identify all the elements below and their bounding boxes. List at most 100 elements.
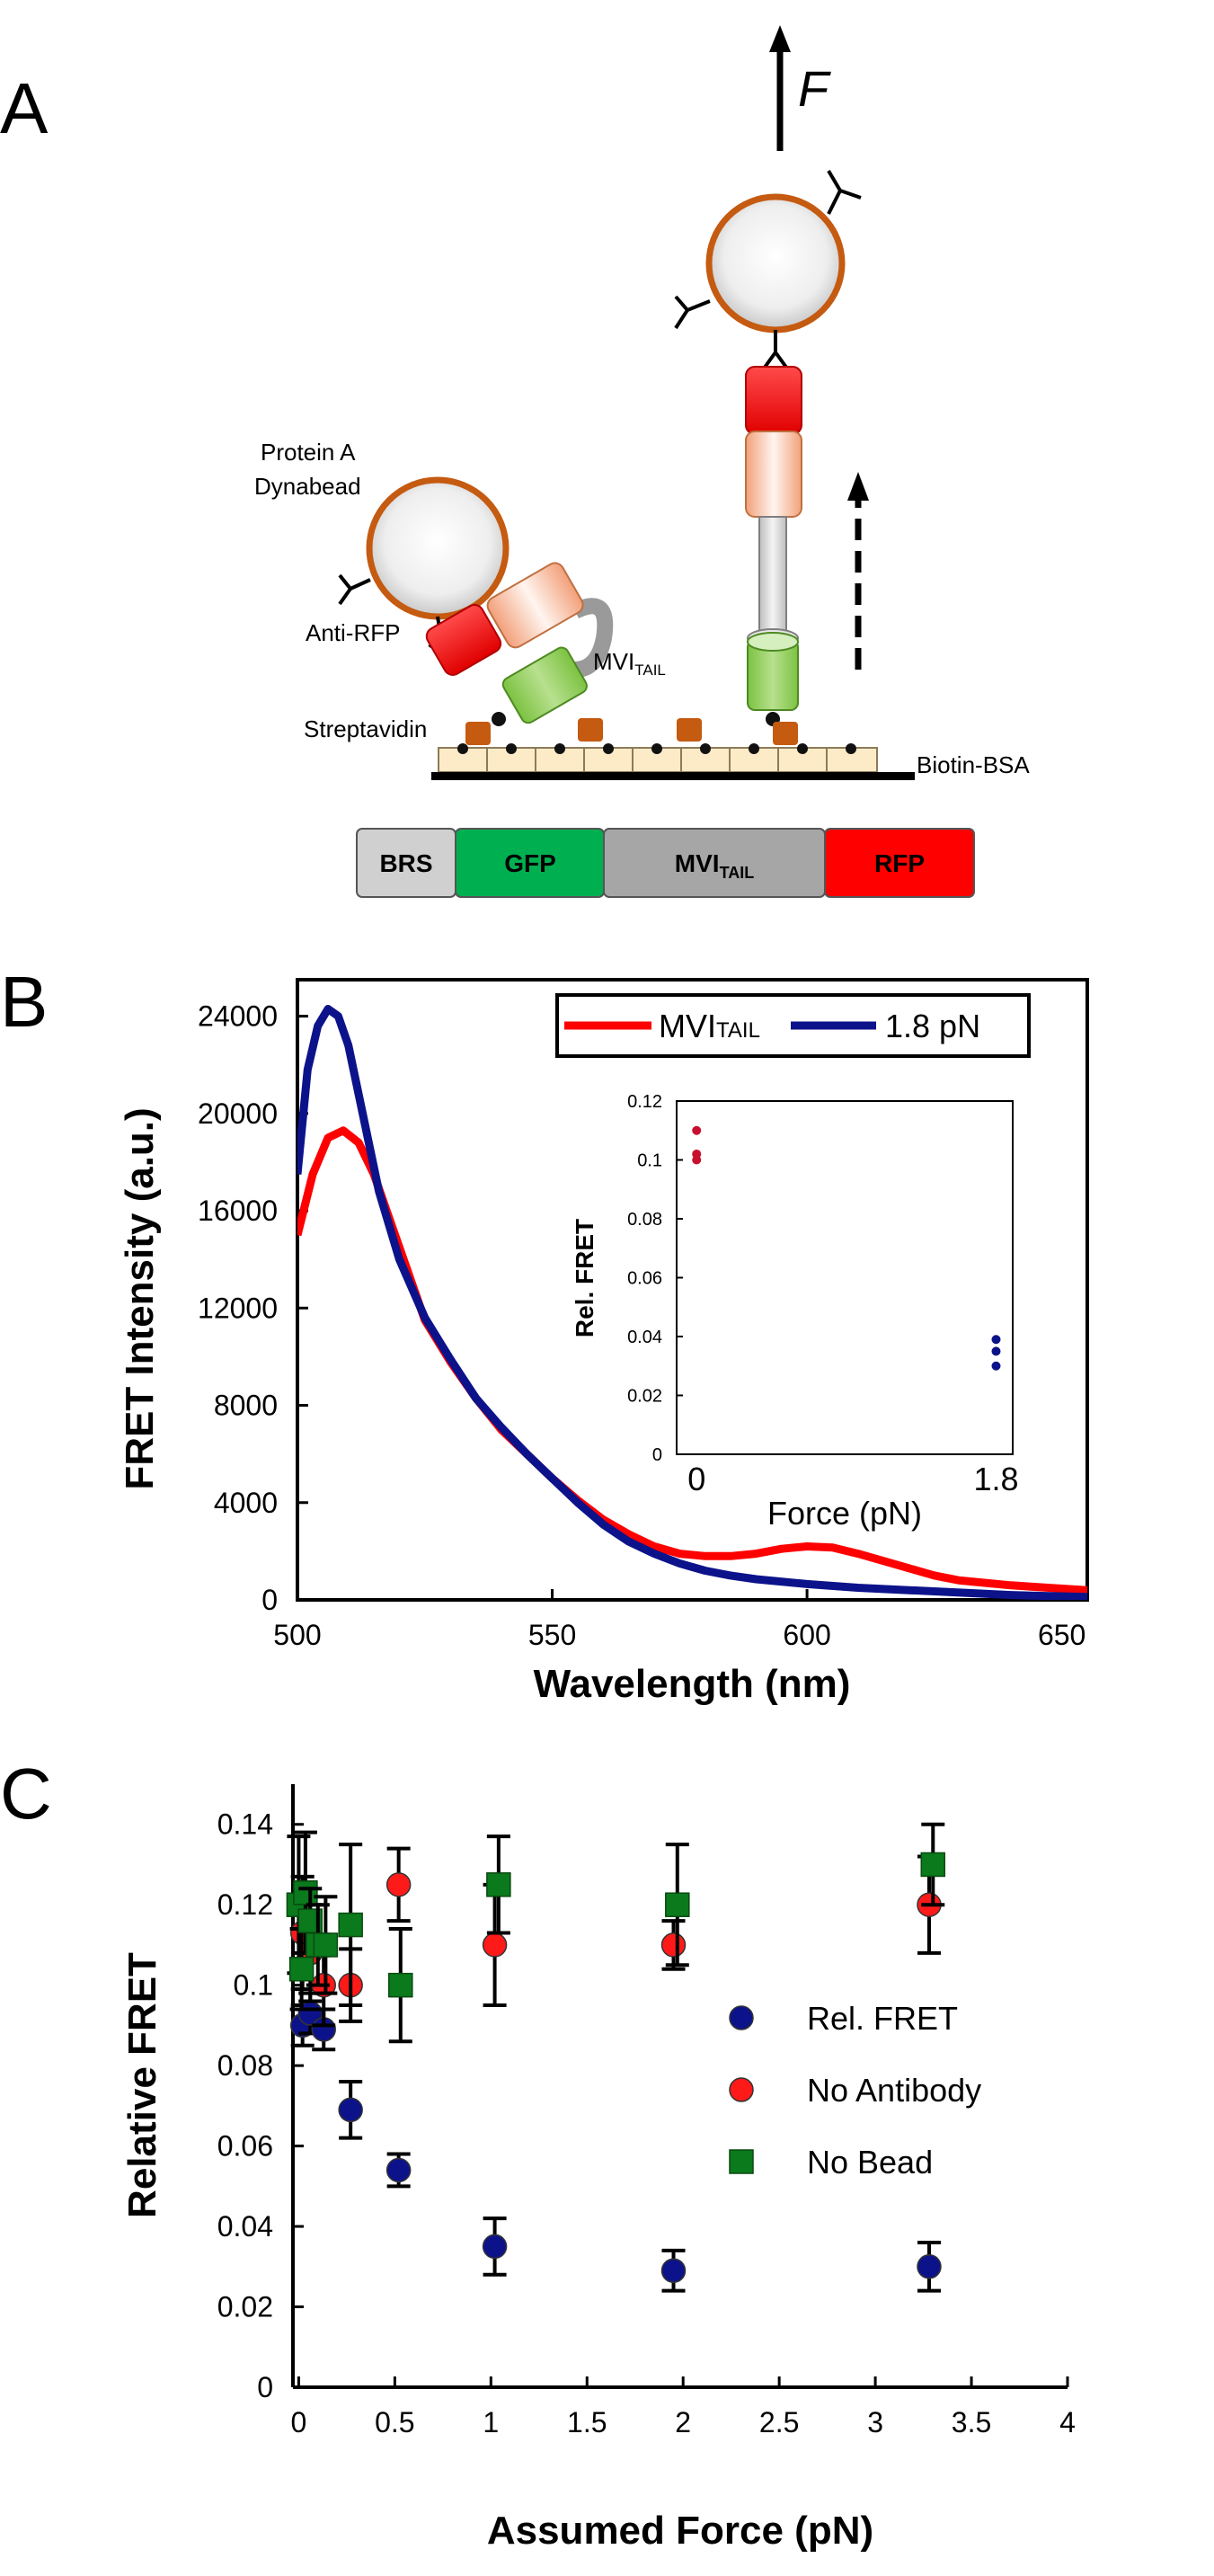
point-rel-fret [660,2258,687,2284]
dynabead-label: Dynabead [254,473,361,500]
spectrum-legend: MVITAIL 1.8 pN [555,993,1031,1058]
point-no-antibody [660,1932,687,1958]
biotin [457,743,468,754]
fluorophore-folded [486,562,584,649]
c-y-tick-label: 0.1 [234,1969,273,2002]
point-no-bead [313,1932,339,1958]
inset-point-1-8-pn [991,1335,1001,1345]
point-rel-fret [482,2234,508,2260]
c-x-tick-label: 3.5 [952,2406,991,2438]
streptavidin-label: Streptavidin [304,715,427,742]
legend-label-1-8-pn: 1.8 pN [885,1008,980,1044]
anti-rfp-label: Anti-RFP [306,619,400,646]
spectrum-inset: 00.020.040.060.080.10.120 1.8 Force (pN) … [571,1092,1019,1532]
inset-y-axis-title: Rel. FRET [571,1219,598,1337]
point-no-antibody [482,1932,508,1958]
inset-y-tick-label: 0.06 [627,1269,662,1289]
point-no-bead [388,1972,413,1998]
construct-label-mvi-tail: MVITAIL [675,849,754,882]
antibody-pulled-top [827,169,862,215]
spectrum-y-tick-label: 20000 [198,1097,278,1130]
antibody-pulled-bottom [762,330,789,370]
biotin [700,743,711,754]
spectrum-plot-frame [296,978,1089,1602]
rfp-folded [425,604,502,676]
point-rel-fret [385,2157,412,2183]
inset-x-tick-label: 1.8 [973,1461,1018,1497]
construct-label-rfp: RFP [874,849,925,877]
c-y-axis: 0 0.02 0.04 0.06 0.08 0.1 0.12 0.14 [217,1808,304,2403]
biotin [603,743,614,754]
inset-point-0-pn [692,1155,702,1165]
legend-marker-rel-fret [729,2005,754,2030]
c-data-points [286,1822,946,2293]
antibody-pulled-left [674,295,711,330]
panel-c-label: C [0,1754,52,1834]
stretch-arrow-head [847,472,869,501]
streptavidin [773,722,798,745]
panel-a-label: A [0,68,49,148]
streptavidin-molecules [465,718,798,745]
point-no-bead [293,1880,318,1905]
point-no-bead [665,1892,690,1917]
inset-y-tick-label: 0.08 [627,1210,662,1230]
panel-a: A F Protein A Dynabead Anti-RFP [0,25,1030,898]
c-y-tick-label: 0.12 [217,1888,273,1921]
spectrum-x-tick-label: 500 [273,1619,321,1651]
mvi-tail-folded [571,598,614,678]
construct-segment-brs: BRS [356,828,456,898]
biotin [797,743,808,754]
biotin [749,743,759,754]
spectrum-lines [297,1005,1087,1600]
biotin [506,743,517,754]
c-y-axis-title: Relative FRET [120,1952,164,2218]
folded-construct [425,562,614,726]
construct-label-gfp: GFP [504,849,556,877]
construct-box-rfp [824,828,975,898]
inset-y-tick-label: 0 [652,1445,662,1465]
spectrum-y-tick-label: 8000 [214,1390,278,1422]
glass-surface [431,772,915,780]
biotin [651,743,662,754]
spectrum-x-tick-label: 550 [528,1619,576,1651]
legend-label-mvi-tail: MVITAIL [659,1008,760,1044]
antibody-resting-left [338,573,371,606]
spectrum-y-tick-label: 4000 [214,1487,278,1519]
streptavidin [578,718,603,742]
spectrum-y-tick-label: 0 [261,1584,278,1616]
biotin-bsa-surface [431,743,915,780]
gfp-folded [501,646,588,724]
point-rel-fret [338,2097,363,2123]
construct-bar: BRS GFP MVITAIL RFP [356,828,975,898]
inset-y-tick-label: 0.02 [627,1387,662,1407]
spectrum-y-axis-title: FRET Intensity (a.u.) [118,1107,162,1489]
biotin [846,743,856,754]
mvi-tail-label: MVITAIL [593,648,666,679]
panel-b: B 0 4000 8000 12000 16000 20000 24000 500 550 60… [0,962,1089,1706]
inset-axes: 0 0.02 0.04 0.06 0.08 0.1 0.12 0 1.8 [627,1092,1018,1497]
fluorophore-stretched [745,431,802,518]
c-x-axis-title: Assumed Force (pN) [487,2509,873,2553]
inset-point-1-8-pn [991,1346,1001,1356]
legend-label-rel-fret: Rel. FRET [807,2000,958,2037]
c-y-tick-label: 0 [257,2371,273,2403]
biotin-bsa-label: Biotin-BSA [917,751,1030,778]
force-label: F [798,60,831,117]
c-x-tick-label: 3 [867,2406,883,2438]
c-x-tick-label: 0 [291,2406,307,2438]
c-x-axis: 0 0.5 1 1.5 2 2.5 3 3.5 4 [291,2376,1076,2438]
legend-label-no-antibody: No Antibody [807,2072,981,2109]
spectrum-y-axis: 0 4000 8000 12000 16000 20000 24000 [198,1000,308,1616]
point-no-bead [338,1912,363,1938]
point-no-bead [920,1852,946,1878]
construct-segment-gfp: GFP [455,828,605,898]
spectrum-x-tick-label: 650 [1038,1619,1086,1651]
protein-a-label: Protein A [261,439,356,466]
point-no-antibody [385,1872,412,1897]
legend-marker-no-bead [729,2149,754,2174]
c-x-tick-label: 1.5 [567,2406,607,2438]
inset-y-tick-label: 0.04 [627,1328,662,1347]
inset-x-axis-title: Force (pN) [767,1495,922,1532]
c-y-tick-label: 0.04 [217,2210,273,2243]
